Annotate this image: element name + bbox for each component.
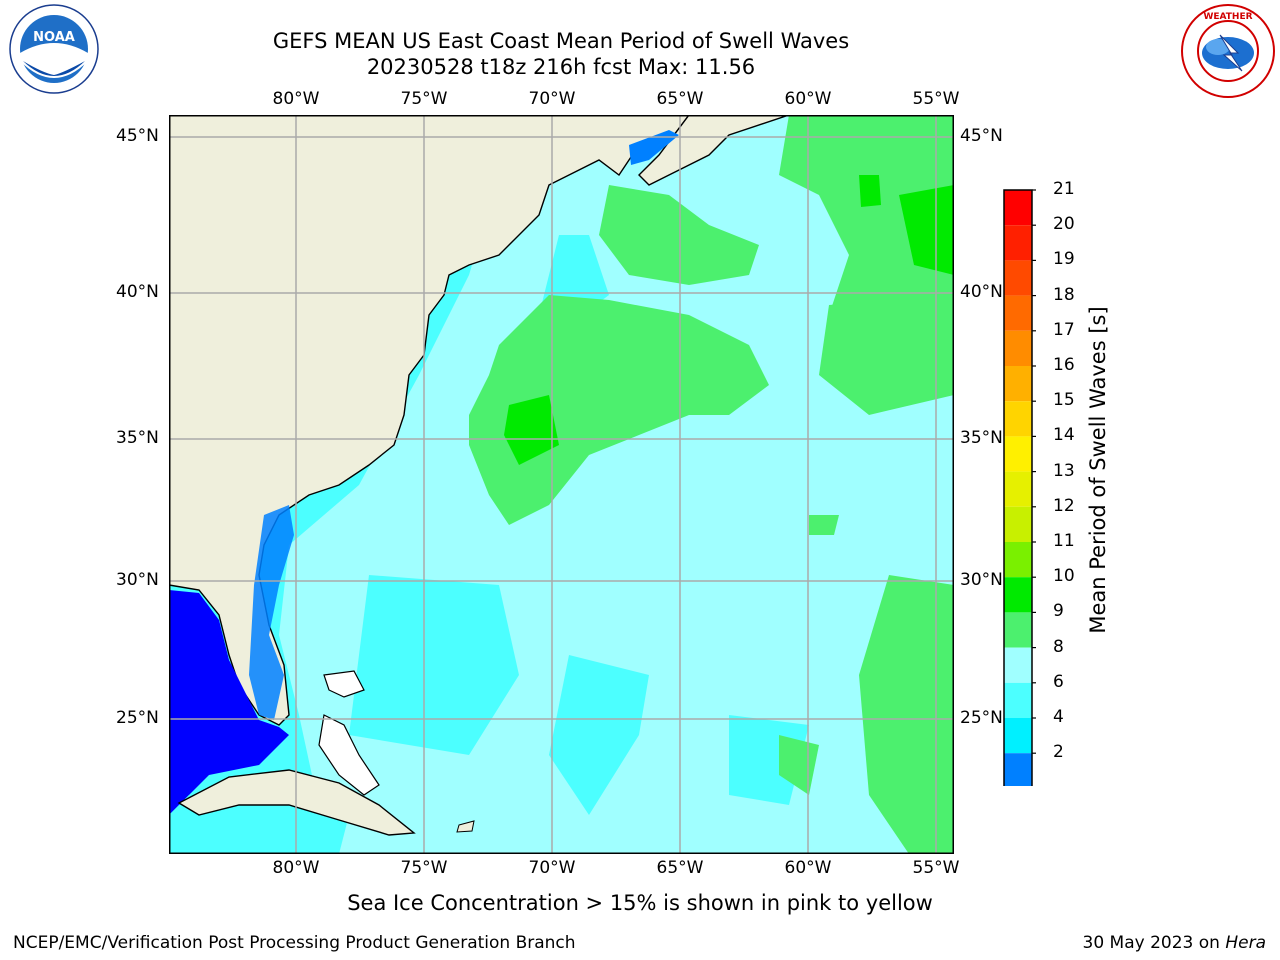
credit-branch: NCEP/EMC/Verification Post Processing Pr… (13, 933, 576, 953)
colorbar-tick-label: 11 (1053, 531, 1075, 551)
chart-title: GEFS MEAN US East Coast Mean Period of S… (272, 29, 850, 53)
colorbar-segment (1004, 436, 1032, 472)
colorbar-segment (1004, 401, 1032, 437)
lat-label-left: 40°N (116, 282, 159, 302)
credit-date: 30 May 2023 on Hera (1083, 933, 1267, 953)
lon-label-bottom: 65°W (656, 858, 704, 878)
colorbar-tick-label: 21 (1053, 179, 1075, 199)
colorbar-segment (1004, 577, 1032, 613)
lon-label-top: 70°W (528, 89, 576, 109)
noaa-logo-text: NOAA (33, 30, 75, 45)
colorbar-tick-label: 10 (1053, 566, 1075, 587)
lat-label-left: 45°N (116, 126, 159, 146)
green-core (504, 395, 559, 465)
colorbar-tick-label: 6 (1053, 671, 1064, 692)
colorbar-tick-label: 2 (1053, 742, 1064, 763)
land-bahamas (323, 670, 365, 698)
credit-machine: Hera (1225, 933, 1266, 953)
lat-label-right: 40°N (960, 282, 1003, 302)
colorbar-segment (1004, 471, 1032, 507)
lon-label-top: 55°W (912, 89, 960, 109)
colorbar-segment (1004, 295, 1032, 331)
colorbar-segment (1004, 647, 1032, 683)
lon-label-top: 80°W (272, 89, 320, 109)
lat-label-right: 45°N (960, 126, 1003, 146)
lat-label-right: 25°N (960, 708, 1003, 728)
lat-label-left: 25°N (116, 708, 159, 728)
colorbar-tick-label: 17 (1053, 319, 1075, 340)
colorbar-tick-label: 14 (1053, 425, 1075, 446)
sea-ice-footnote: Sea Ice Concentration > 15% is shown in … (347, 891, 933, 915)
colorbar-tick-label: 15 (1053, 390, 1075, 411)
nws-logo: WEATHER (1181, 4, 1275, 98)
colorbar-segment (1004, 366, 1032, 402)
lon-label-top: 75°W (400, 89, 448, 109)
colorbar-tick-label: 18 (1053, 284, 1075, 305)
colorbar-segment (1004, 682, 1032, 718)
colorbar-tick-label: 13 (1053, 460, 1075, 481)
colorbar-tick-label: 12 (1053, 495, 1075, 516)
graticule (169, 115, 954, 854)
colorbar (1003, 189, 1036, 786)
colorbar-segment (1004, 260, 1032, 296)
land-north-america (169, 115, 690, 726)
credit-date-text: 30 May 2023 on (1082, 933, 1220, 953)
lon-label-bottom: 80°W (272, 858, 320, 878)
colorbar-tick-label: 8 (1053, 636, 1064, 657)
colorbar-tick-label: 19 (1053, 249, 1075, 270)
colorbar-tick-label: 9 (1053, 601, 1064, 622)
lon-label-bottom: 75°W (400, 858, 448, 878)
lon-label-bottom: 70°W (528, 858, 576, 878)
lat-label-left: 30°N (116, 570, 159, 590)
colorbar-segment (1004, 225, 1032, 261)
lon-label-bottom: 60°W (784, 858, 832, 878)
lat-label-right: 30°N (960, 570, 1003, 590)
colorbar-segment (1004, 190, 1032, 226)
colorbar-segment (1004, 718, 1032, 754)
lat-label-left: 35°N (116, 428, 159, 448)
lon-label-bottom: 55°W (912, 858, 960, 878)
map-frame (169, 115, 954, 854)
colorbar-segment (1004, 542, 1032, 578)
lon-label-top: 60°W (784, 89, 832, 109)
gulf-of-mexico (169, 590, 289, 815)
colorbar-label: Mean Period of Swell Waves [s] (1086, 306, 1110, 634)
colorbar-segment (1004, 753, 1032, 786)
noaa-logo: NOAA (9, 4, 99, 94)
svg-text:WEATHER: WEATHER (1203, 12, 1252, 22)
colorbar-segment (1004, 612, 1032, 648)
map-panel (169, 115, 954, 854)
colorbar-segment (1004, 330, 1032, 366)
colorbar-tick-label: 16 (1053, 355, 1075, 375)
colorbar-segment (1004, 506, 1032, 542)
colorbar-frame (1003, 189, 1033, 786)
lon-label-top: 65°W (656, 89, 704, 109)
colorbar-tick-label: 20 (1053, 214, 1075, 235)
land-nova-scotia (638, 115, 790, 186)
colorbar-tick-label: 4 (1053, 707, 1064, 727)
green-patch-central (469, 295, 769, 525)
chart-subtitle: 20230528 t18z 216h fcst Max: 11.56 (366, 55, 756, 79)
lat-label-right: 35°N (960, 428, 1003, 448)
